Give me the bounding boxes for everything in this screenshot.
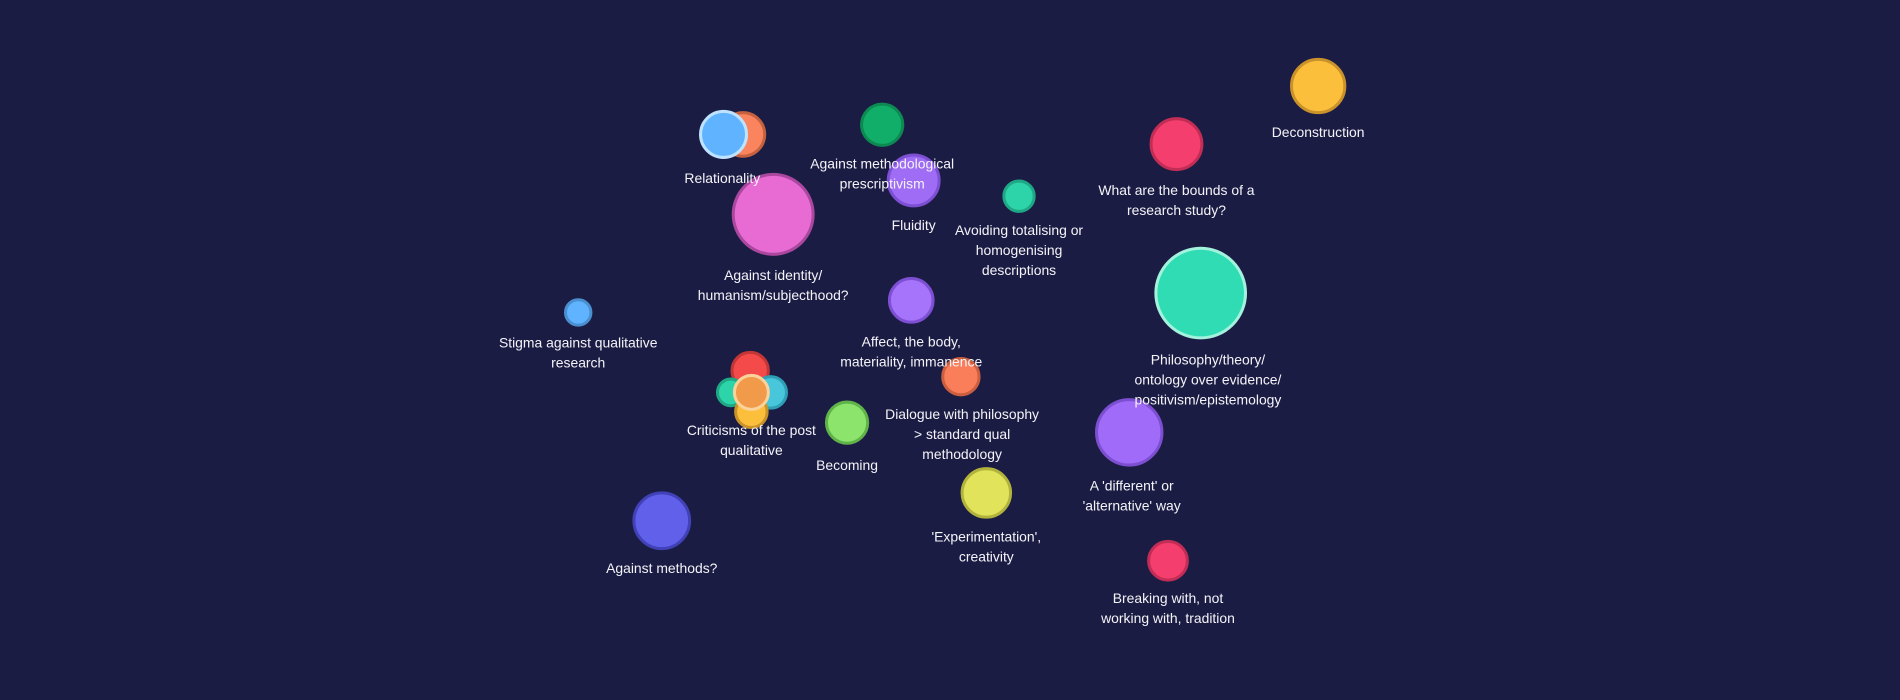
- node[interactable]: [731, 172, 815, 256]
- node-label: materiality, immanence: [840, 353, 982, 369]
- node[interactable]: [886, 153, 941, 208]
- node[interactable]: [1095, 398, 1164, 467]
- node[interactable]: [1290, 57, 1347, 115]
- node-label: research: [551, 355, 605, 371]
- node-label: Deconstruction: [1272, 124, 1365, 140]
- node-label: Philosophy/theory/: [1151, 352, 1266, 368]
- node-label: working with, tradition: [1100, 610, 1235, 626]
- node[interactable]: [860, 102, 905, 147]
- node-label: qualitative: [720, 442, 783, 458]
- node-label: Fluidity: [892, 217, 936, 233]
- node-label: positivism/epistemology: [1135, 392, 1282, 408]
- node-label: Criticisms of the post: [687, 422, 816, 438]
- node-label: Against methods?: [606, 560, 718, 576]
- node-label: A 'different' or: [1090, 478, 1174, 494]
- node[interactable]: [563, 298, 593, 327]
- node-label: prescriptivism: [840, 175, 925, 191]
- node[interactable]: [960, 467, 1013, 519]
- node-label: Relationality: [684, 170, 760, 186]
- node[interactable]: [732, 373, 770, 411]
- node-label: humanism/subjecthood?: [698, 287, 849, 303]
- node-label: Breaking with, not: [1113, 590, 1224, 606]
- node-label: Dialogue with philosophy: [885, 406, 1039, 422]
- node[interactable]: [1147, 539, 1189, 582]
- node-label: 'Experimentation',: [931, 528, 1041, 544]
- node-label: What are the bounds of a: [1098, 182, 1254, 198]
- node[interactable]: [824, 400, 870, 445]
- node-label: Against methodological: [810, 155, 954, 171]
- node-label: homogenising: [976, 242, 1063, 258]
- node[interactable]: [941, 356, 981, 397]
- node-label: 'alternative' way: [1083, 498, 1181, 514]
- node-label: ontology over evidence/: [1135, 372, 1282, 388]
- node[interactable]: [1002, 179, 1036, 213]
- node[interactable]: [887, 277, 935, 324]
- node-label: methodology: [922, 446, 1002, 462]
- node[interactable]: [1149, 117, 1204, 172]
- node-label: Becoming: [816, 457, 878, 473]
- node[interactable]: [1154, 246, 1248, 340]
- node[interactable]: [699, 109, 749, 159]
- node[interactable]: [632, 491, 692, 551]
- node-label: Affect, the body,: [862, 333, 961, 349]
- node-label: research study?: [1127, 202, 1226, 218]
- node-label: creativity: [959, 548, 1014, 564]
- node-label: > standard qual: [914, 426, 1010, 442]
- node-label: descriptions: [982, 262, 1056, 278]
- node-label: Against identity/: [724, 267, 822, 283]
- node-label: Avoiding totalising or: [955, 222, 1083, 238]
- node-label: Stigma against qualitative: [499, 335, 658, 351]
